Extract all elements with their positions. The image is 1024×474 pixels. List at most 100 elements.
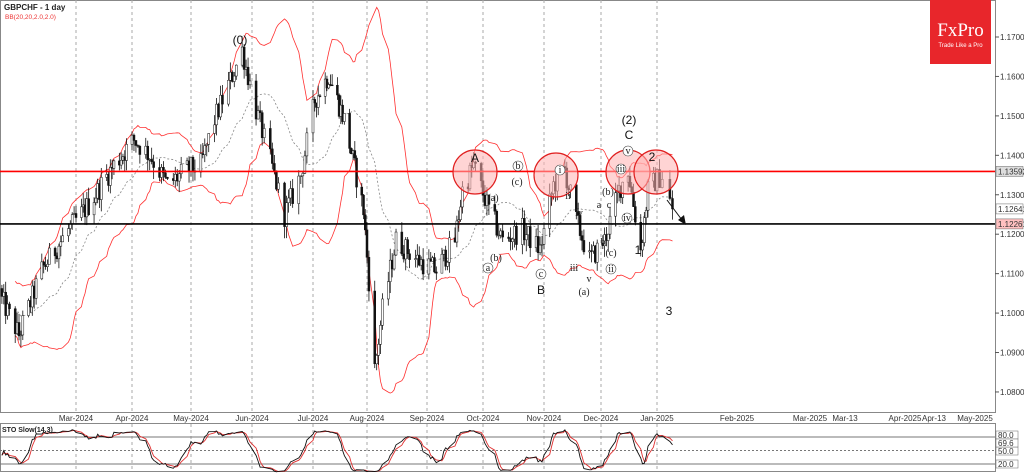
price-bar-body <box>273 163 276 172</box>
price-bar-body <box>175 173 179 182</box>
price-bar-body <box>94 197 98 203</box>
price-bar-body <box>330 84 334 87</box>
price-bar-body <box>523 218 526 241</box>
stochastic-label: STO Slow(14,3) <box>2 427 53 434</box>
price-bar-body <box>515 225 518 245</box>
wave-label: iv <box>623 213 631 224</box>
price-bar-body <box>639 221 642 251</box>
price-bar-body <box>632 191 635 207</box>
price-bar-body <box>287 197 290 203</box>
y-tick-label: 1.16000 <box>1000 72 1024 81</box>
wave-label: a <box>486 263 491 274</box>
price-bar-body <box>457 219 460 222</box>
x-tick-label: Jul-2024 <box>298 414 329 423</box>
price-bar-body <box>134 140 138 146</box>
price-bar-body <box>521 218 524 245</box>
wave-label: a <box>597 200 602 211</box>
wave-label: iii <box>617 164 626 175</box>
wave-label: ii <box>565 191 571 202</box>
price-bar-body <box>497 234 500 237</box>
wave-label: A <box>471 151 479 165</box>
price-bar-body <box>511 238 514 243</box>
wave-label: (a) <box>578 287 589 298</box>
projection-arrow-line <box>666 199 683 221</box>
current-price-tag <box>995 203 1024 215</box>
price-bar-body <box>242 46 246 70</box>
stochastic-level-label: 20.0 <box>998 460 1014 469</box>
price-bar-body <box>299 175 303 177</box>
wave-label: b <box>516 161 521 172</box>
price-bar-body <box>542 228 546 245</box>
price-bar-body <box>61 235 64 243</box>
price-bar-body <box>119 159 123 166</box>
price-bar-body <box>199 153 203 173</box>
price-bar-body <box>381 298 384 326</box>
price-bar-body <box>446 262 449 267</box>
price-bar-body <box>100 177 103 200</box>
price-bar-body <box>148 159 151 161</box>
wave-label: iv <box>575 208 583 219</box>
price-bar-body <box>177 173 181 182</box>
price-bar-body <box>189 157 193 172</box>
x-tick-label: Dec-2024 <box>584 414 619 423</box>
stochastic-current-tag <box>995 438 1019 448</box>
price-bar-body <box>205 144 208 146</box>
x-tick-label: Jan-2025 <box>640 414 674 423</box>
price-bar-body <box>336 84 339 96</box>
x-tick-label: Sep-2024 <box>410 414 445 423</box>
price-bar-body <box>125 144 128 161</box>
price-bar-body <box>394 231 398 256</box>
bollinger-lower <box>14 142 673 394</box>
price-bar-body <box>448 237 451 263</box>
price-bar-body <box>80 206 83 218</box>
wave-label: B <box>537 283 545 297</box>
price-bar-body <box>606 233 610 241</box>
price-bar-body <box>421 259 425 275</box>
price-bar-body <box>578 215 582 236</box>
x-tick-label: Apr-13 <box>922 414 947 423</box>
price-bar-body <box>433 257 436 273</box>
price-bar-body <box>201 153 205 155</box>
price-bar-body <box>509 238 512 243</box>
price-bar-body <box>285 202 288 227</box>
price-bar-body <box>671 198 674 210</box>
price-bar-body <box>348 113 351 149</box>
wave-label: v <box>626 146 631 157</box>
wave-label-circle <box>512 160 524 172</box>
price-bar-body <box>244 66 248 70</box>
price-bar-body <box>316 95 320 108</box>
resistance-circle <box>633 149 679 195</box>
price-bar-body <box>483 195 487 206</box>
y-tick-label: 1.08000 <box>1000 388 1024 397</box>
x-tick-label: Oct-2024 <box>467 414 500 423</box>
price-bar-body <box>301 173 305 177</box>
price-bar-body <box>187 160 191 172</box>
y-tick-label: 1.11000 <box>1000 270 1024 279</box>
price-bar-body <box>365 229 369 258</box>
price-bar-body <box>74 213 78 218</box>
price-bar-body <box>355 157 358 188</box>
price-bar-body <box>217 103 220 118</box>
price-bar-body <box>444 249 447 267</box>
stochastic-current-label: 69.6 <box>998 439 1014 448</box>
price-bar-body <box>608 215 612 235</box>
wave-label: 3 <box>666 304 673 318</box>
stochastic-frame <box>0 423 996 472</box>
wave-label: (c) <box>605 248 616 259</box>
price-bar-body <box>364 214 367 231</box>
y-tick-label: 1.10000 <box>1000 309 1024 318</box>
stochastic-main-line <box>1 429 673 473</box>
wave-label: 2 <box>649 150 656 164</box>
price-bar-body <box>408 253 411 260</box>
main-plot-frame <box>0 0 996 413</box>
price-bar-body <box>343 113 346 122</box>
price-bar-body <box>513 225 516 240</box>
price-bar-body <box>132 134 136 141</box>
price-bar-body <box>576 211 580 216</box>
price-bar-body <box>136 145 140 147</box>
x-tick-label: Mar-2024 <box>59 414 94 423</box>
price-bar-body <box>379 325 382 345</box>
y-tick-label: 1.17000 <box>1000 33 1024 42</box>
x-tick-label: Mar-2025 <box>793 414 828 423</box>
